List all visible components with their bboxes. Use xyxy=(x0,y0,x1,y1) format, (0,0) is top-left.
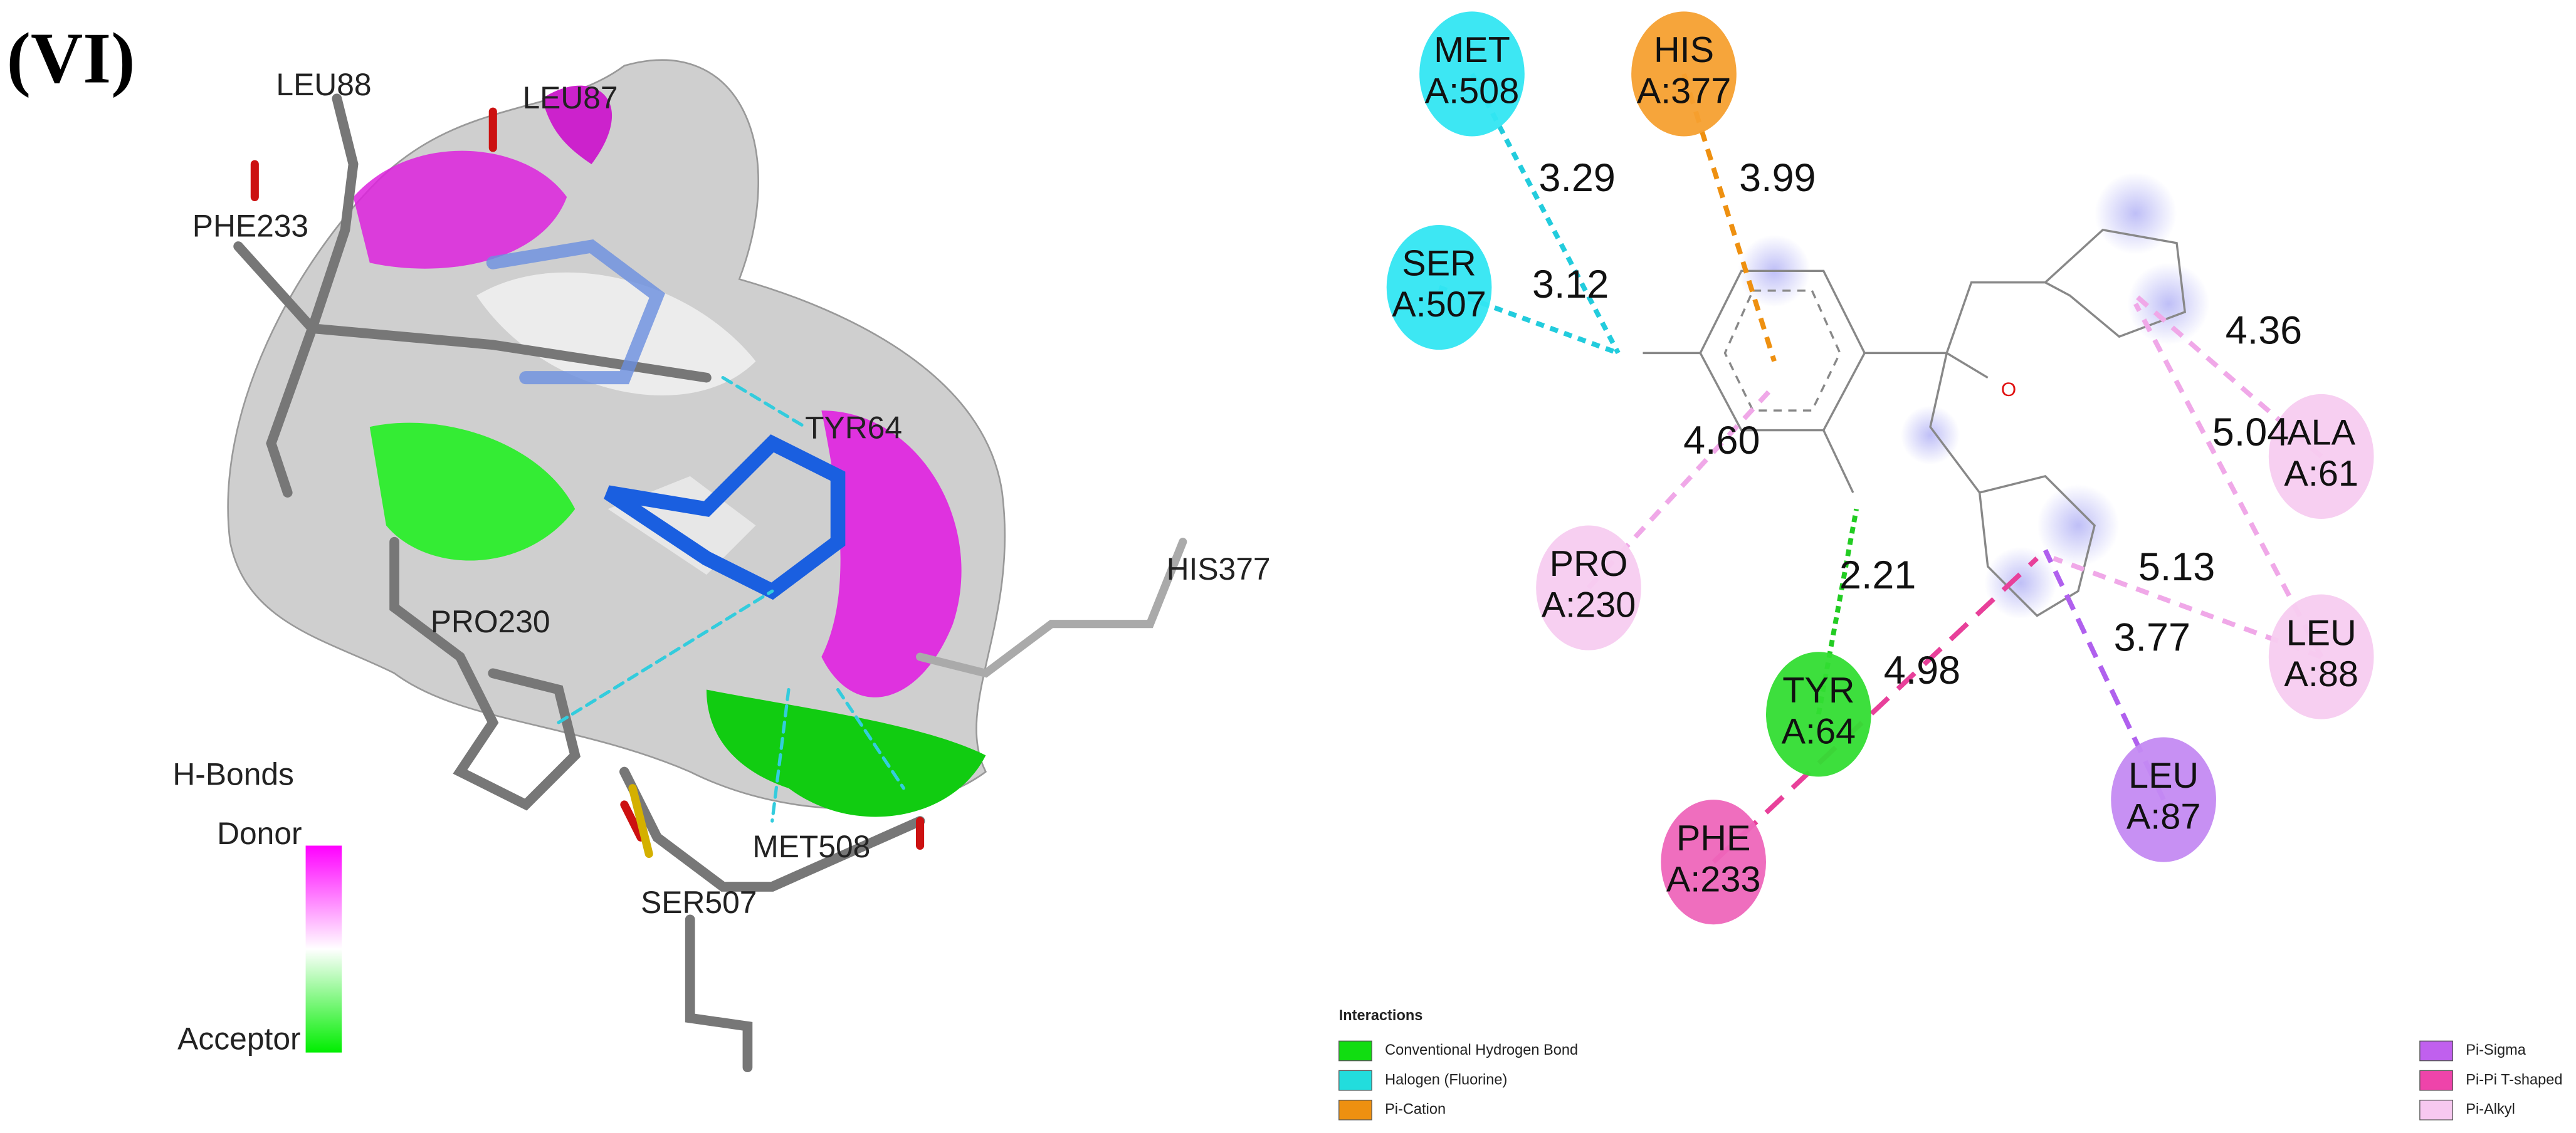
distance-label: 4.60 xyxy=(1683,419,1760,462)
distance-label: 4.98 xyxy=(1884,649,1960,692)
interaction-line xyxy=(2042,549,2166,801)
distance-label: 5.04 xyxy=(2212,410,2289,454)
legend-label: Pi-Pi T-shaped xyxy=(2466,1071,2562,1087)
distance-label: 2.21 xyxy=(1839,553,1916,597)
interaction-line xyxy=(2133,293,2323,459)
residue-chain: A:230 xyxy=(1542,585,1636,625)
hbond-donor: Donor xyxy=(217,816,302,851)
residue-node xyxy=(2268,594,2374,719)
panel-label: (VI) xyxy=(7,18,135,98)
ligand-2d: O xyxy=(1643,172,2210,619)
residue-chain: A:61 xyxy=(2284,454,2358,494)
legend-swatch xyxy=(1338,1070,1372,1091)
residue-node xyxy=(1661,800,1767,925)
residue-name: LEU xyxy=(2286,613,2357,653)
legend-label: Halogen (Fluorine) xyxy=(1385,1071,1507,1087)
residue-name: LEU xyxy=(2128,756,2199,796)
residue-node xyxy=(1766,652,1871,777)
residue-chain: A:377 xyxy=(1637,71,1732,112)
distance-label: 3.12 xyxy=(1532,263,1609,306)
hbond-gradient xyxy=(305,845,342,1053)
legend-swatch xyxy=(2419,1099,2453,1120)
residue-label-3d: PRO230 xyxy=(431,604,550,639)
residue-name: ALA xyxy=(2287,413,2355,453)
atom-label: O xyxy=(2001,379,2016,400)
residue-chain: A:87 xyxy=(2127,797,2201,837)
legend-swatch xyxy=(1338,1099,1372,1120)
residue-name: PRO xyxy=(1550,544,1628,584)
sticks-3d xyxy=(233,93,1187,1073)
legend-swatch xyxy=(2419,1040,2453,1062)
residue-name: TYR xyxy=(1782,671,1854,711)
residue-node xyxy=(2268,394,2374,520)
residue-node xyxy=(1419,11,1525,137)
residue-label-3d: PHE233 xyxy=(192,208,308,243)
interaction-line xyxy=(1711,556,2039,864)
residue-label-3d: LEU87 xyxy=(522,80,618,115)
residue-node xyxy=(1631,11,1737,137)
residue-label-3d: HIS377 xyxy=(1167,551,1271,587)
residue-node xyxy=(1536,525,1641,650)
residue-chain: A:64 xyxy=(1782,711,1856,751)
legend-label: Pi-Sigma xyxy=(2466,1042,2526,1058)
residue-chain: A:508 xyxy=(1425,71,1520,112)
hbond-acceptor: Acceptor xyxy=(177,1021,300,1056)
residue-label-3d: TYR64 xyxy=(805,410,902,446)
residue-node xyxy=(1386,224,1492,350)
distance-label: 5.13 xyxy=(2138,545,2215,589)
residue-chain: A:88 xyxy=(2284,654,2358,694)
distance-label: 4.36 xyxy=(2226,309,2302,353)
residue-chain: A:507 xyxy=(1392,285,1486,325)
residue-label-3d: SER507 xyxy=(641,885,757,920)
residue-chain: A:233 xyxy=(1666,859,1761,899)
residue-name: SER xyxy=(1402,244,1476,284)
distance-label: 3.99 xyxy=(1739,156,1816,200)
distance-label: 3.29 xyxy=(1538,156,1615,200)
residue-label-3d: MET508 xyxy=(752,829,870,864)
legend-swatch xyxy=(2419,1070,2453,1091)
legend-swatch xyxy=(1338,1040,1372,1062)
hbond-title: H-Bonds xyxy=(172,757,294,792)
residue-name: HIS xyxy=(1654,30,1714,70)
distance-label: 3.77 xyxy=(2114,616,2190,660)
legend-label: Pi-Cation xyxy=(1385,1101,1446,1117)
legend-title: Interactions xyxy=(1339,1007,1423,1023)
residue-name: MET xyxy=(1434,30,1510,70)
legend-label: Conventional Hydrogen Bond xyxy=(1385,1042,1578,1058)
interaction-line xyxy=(2133,302,2324,658)
residue-node xyxy=(2111,737,2216,862)
residue-name: PHE xyxy=(1676,818,1751,859)
legend-label: Pi-Alkyl xyxy=(2466,1101,2515,1117)
residue-label-3d: LEU88 xyxy=(276,67,371,102)
